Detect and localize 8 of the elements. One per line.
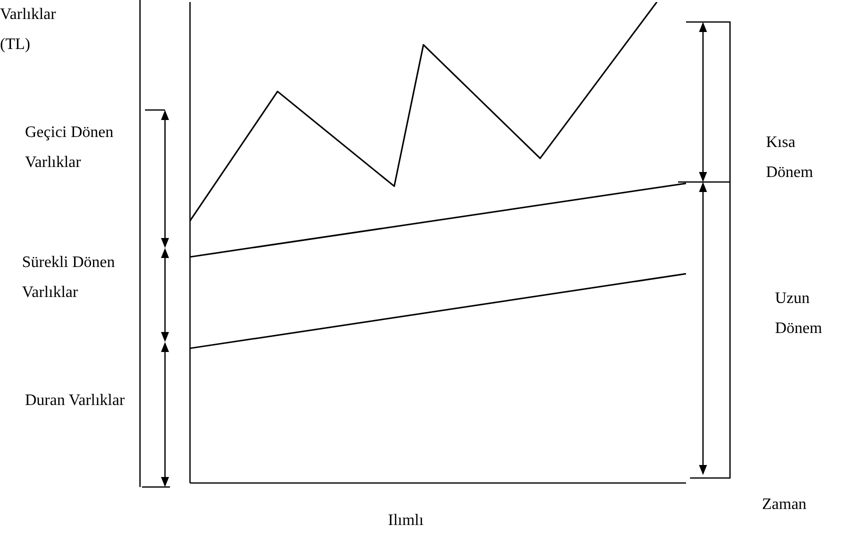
text: Sürekli Dönen Varlıklar: [22, 253, 116, 303]
text: Ilımlı: [388, 512, 424, 530]
text: Zaman: [762, 495, 808, 515]
text: Varlıklar (TL): [0, 5, 57, 55]
text: Duran Varlıklar: [25, 391, 126, 411]
text: Kısa Dönem: [766, 133, 814, 183]
text: Geçici Dönen Varlıklar: [25, 123, 114, 173]
text: Uzun Dönem: [775, 289, 824, 339]
